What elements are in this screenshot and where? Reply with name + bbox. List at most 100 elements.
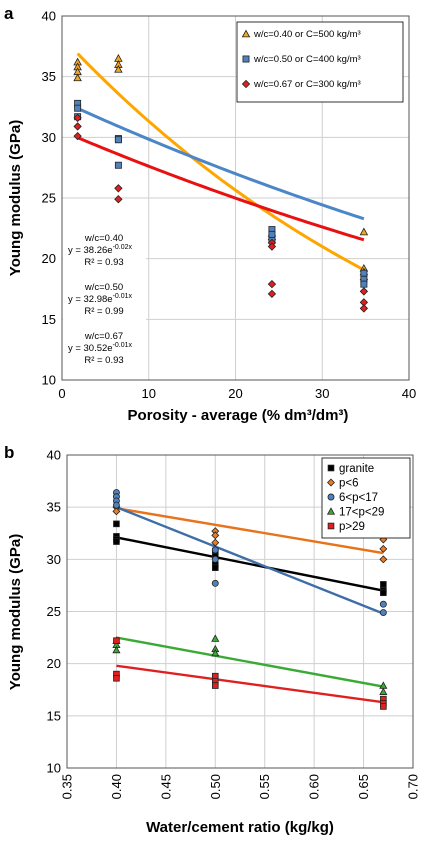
panel-b-legend-label: p>29 [339, 521, 365, 533]
panel-b-point [379, 687, 388, 695]
panel-a-point [267, 279, 277, 289]
panel-b-y-tick-label: 15 [47, 708, 61, 723]
panel-b: b 0.35 0.40 0.45 0.50 0.55 0.60 0.65 0.70 10 15 20… [4, 443, 421, 836]
panel-b-legend-marker [327, 464, 335, 472]
panel-a-point [74, 104, 82, 112]
panel-a-point [73, 122, 82, 131]
panel-a-legend-label: w/c=0.40 or C=500 kg/m³ [253, 29, 361, 40]
panel-b-point [211, 531, 220, 540]
panel-b-legend-marker [327, 522, 335, 530]
panel-a-point [267, 289, 277, 299]
panel-a-y-tick-label: 30 [42, 130, 56, 145]
panel-a-fit-curve-2 [77, 136, 365, 242]
panel-b-x-tick-label: 0.65 [356, 774, 371, 799]
panel-b-point [380, 703, 387, 710]
panel-a-fit-curve-0 [76, 52, 365, 272]
panel-b-letter: b [4, 443, 14, 462]
panel-a-point [73, 113, 82, 123]
panel-a-eq-label: w/c=0.50 [84, 282, 123, 293]
panel-b-point [211, 682, 219, 689]
panel-a-eq-exponent: -0.01x [113, 342, 133, 349]
panel-a-legend: w/c=0.40 or C=500 kg/m³ w/c=0.50 or C=400… [236, 21, 404, 103]
panel-b-point [113, 520, 120, 528]
panel-b-x-tick-label: 0.35 [60, 774, 75, 799]
panel-b-points [112, 489, 388, 710]
panel-b-legend-marker [327, 493, 335, 501]
panel-a-legend-marker [241, 29, 251, 38]
panel-a-x-axis-title: Porosity - average (% dm³/dm³) [128, 407, 349, 424]
panel-a-y-tick-label: 40 [42, 9, 56, 24]
panel-b-tick-labels: 0.35 0.40 0.45 0.50 0.55 0.60 0.65 0.70 10 15 20 25… [47, 448, 421, 800]
panel-a-eq-r2: R² = 0.93 [84, 257, 123, 268]
panel-a-eq-label: w/c=0.40 [84, 233, 123, 244]
panel-a-point [114, 195, 123, 204]
panel-b-point [112, 501, 120, 509]
panel-b-y-axis-title: Young modulus (GPa) [7, 534, 24, 690]
panel-a-y-tick-label: 15 [42, 312, 56, 327]
panel-b-y-tick-label: 35 [47, 500, 61, 515]
panel-a-letter: a [4, 4, 14, 23]
panel-b-x-tick-label: 0.60 [307, 774, 322, 799]
panel-b-y-tick-label: 40 [47, 448, 61, 463]
panel-b-point [379, 600, 387, 608]
panel-a-x-tick-label: 20 [228, 386, 242, 401]
panel-a-point [359, 227, 369, 236]
panel-a-point [114, 184, 123, 193]
panel-b-trend-lines [115, 506, 384, 704]
panel-b-point [113, 637, 120, 645]
panel-a-point [360, 269, 368, 277]
panel-b-x-tick-label: 0.40 [109, 774, 124, 799]
panel-a-plot-frame [61, 15, 410, 381]
panel-a-x-tick-label: 0 [58, 386, 65, 401]
panel-b-point [380, 589, 387, 597]
panel-a-x-tick-label: 10 [142, 386, 156, 401]
panel-b-point [211, 649, 220, 657]
panel-b-point [112, 645, 121, 654]
panel-a-fit-curves [76, 52, 365, 272]
panel-a-y-tick-label: 10 [42, 373, 56, 388]
panel-b-y-tick-label: 30 [47, 552, 61, 567]
panel-b-y-tick-label: 20 [47, 656, 61, 671]
panel-a-point [268, 230, 276, 238]
panel-b-x-axis-title: Water/cement ratio (kg/kg) [146, 819, 334, 836]
panel-b-point [113, 538, 120, 545]
panel-b-point [112, 507, 121, 516]
panel-a-legend-marker [241, 79, 251, 89]
panel-a-point [114, 161, 122, 169]
panel-b-point [211, 546, 219, 554]
panel-b-point [113, 674, 120, 682]
panel-b-trend-line-3 [116, 636, 384, 688]
panel-a-equation-box [63, 228, 146, 376]
panel-b-point [211, 579, 219, 587]
panel-b-y-tick-label: 25 [47, 604, 61, 619]
panel-a-eq-r2: R² = 0.93 [84, 355, 123, 366]
panel-a-legend-box [236, 21, 404, 103]
panel-b-legend-marker [326, 507, 336, 515]
panel-a-x-tick-label: 30 [315, 386, 329, 401]
panel-b-trend-line-1 [116, 507, 384, 555]
panel-a-y-tick-label: 25 [42, 191, 56, 206]
panel-b-point [380, 581, 387, 588]
panel-b-trend-line-4 [116, 664, 384, 704]
panel-a-point [73, 73, 82, 82]
panel-a-point [359, 287, 369, 296]
panel-b-y-tick-label: 10 [47, 761, 61, 776]
panel-a-x-tick-label: 40 [402, 386, 416, 401]
panel-a-fit-curve-1 [76, 106, 365, 221]
panel-b-legend-label: 17<p<29 [339, 507, 384, 519]
panel-a-points [73, 54, 369, 313]
panel-b-trend-line-2 [115, 506, 384, 615]
panel-b-legend-box [321, 457, 411, 539]
panel-b-legend-label: 6<p<17 [339, 492, 378, 504]
panel-b-point [379, 609, 387, 617]
panel-a-y-tick-label: 20 [42, 251, 56, 266]
panel-a-eq-r2: R² = 0.99 [84, 306, 123, 317]
panel-b-x-tick-label: 0.45 [158, 774, 173, 799]
panel-b-legend: granite p<6 6<p<17 17<p<29 p>29 [321, 457, 411, 539]
panel-b-point [379, 544, 388, 553]
panel-b-legend-label: granite [339, 463, 374, 475]
